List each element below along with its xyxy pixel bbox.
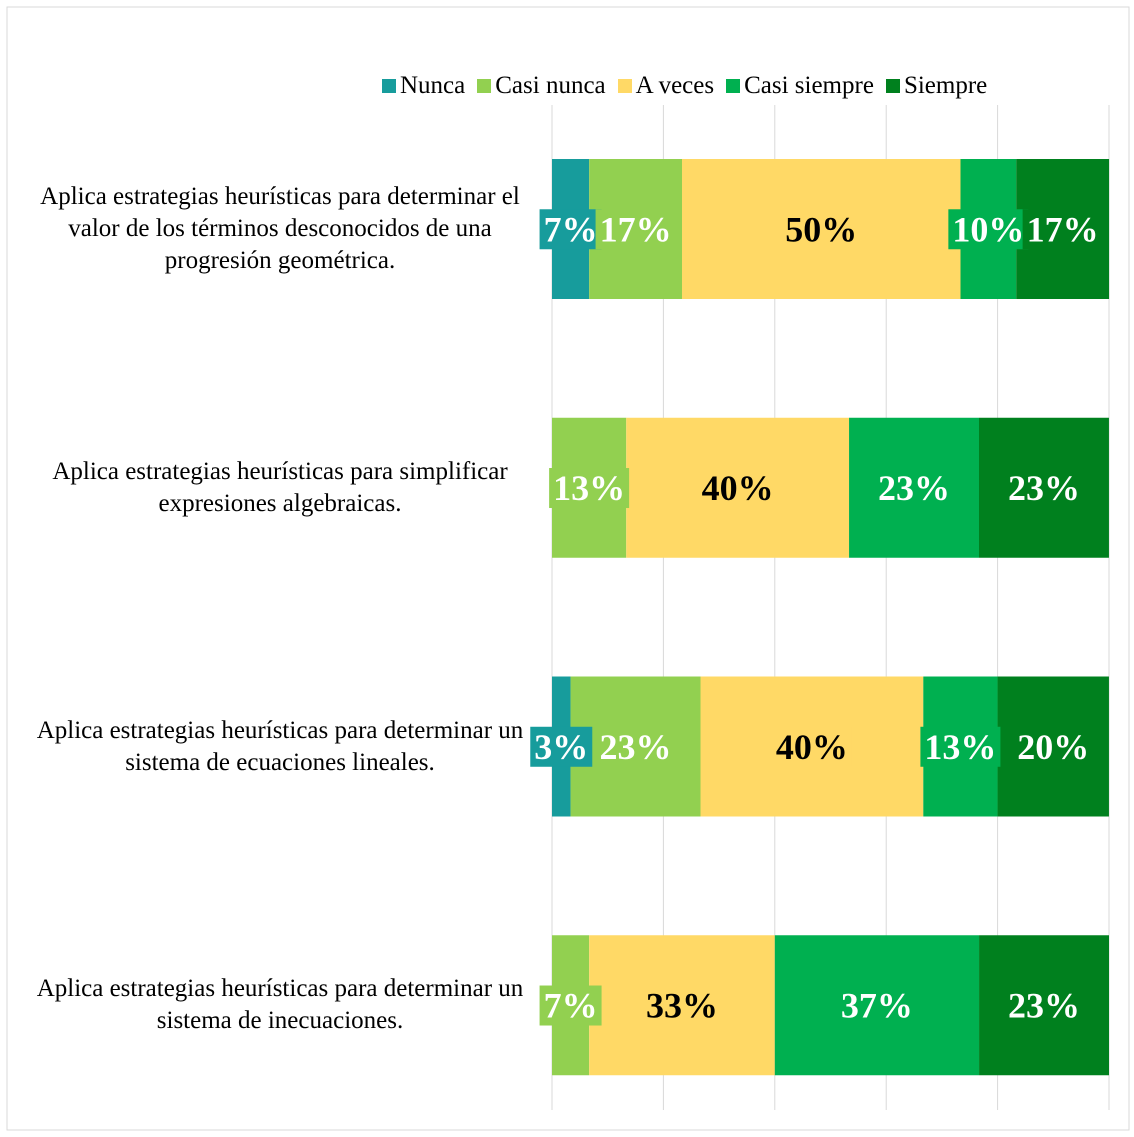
legend-label: Casi nunca [495,72,606,99]
category-label: Aplica estrategias heurísticas para simp… [52,457,508,517]
data-label: 7% [544,986,598,1026]
legend: Nunca Casi nunca A veces Casi siempre Siempr… [382,72,987,100]
legend-label: A veces [635,72,715,99]
data-label-box [920,726,1001,767]
data-label: 13% [924,727,996,767]
data-label: 23% [878,468,950,508]
data-label-box [595,726,676,767]
data-label: 23% [1008,468,1080,508]
legend-swatch [477,79,492,93]
data-label-box [836,985,917,1026]
data-label: 13% [553,468,625,508]
data-label-box [697,468,778,509]
legend-item: Casi nunca [477,72,606,100]
data-label: 20% [1017,727,1089,767]
legend-item: Nunca [382,72,465,100]
legend-label: Nunca [400,72,466,99]
data-label: 17% [600,209,672,249]
data-label-box [781,209,862,250]
data-label: 10% [952,209,1024,249]
legend-swatch [885,79,900,93]
data-label-box [1022,209,1103,250]
category-label: Aplica estrategias heurísticas para dete… [36,716,524,776]
legend-label: Casi siempre [744,72,874,99]
data-label-box [539,209,602,250]
data-label-box [539,985,602,1026]
data-label: 50% [785,209,857,249]
data-label: 23% [600,727,672,767]
legend-swatch [617,79,632,93]
legend-item: Siempre [885,72,988,100]
legend-item: Casi siempre [726,72,874,100]
category-label: Aplica estrategias heurísticas para dete… [36,975,524,1035]
data-label: 33% [646,986,718,1026]
data-label: 40% [702,468,774,508]
data-label-box [1013,726,1094,767]
data-label-box [549,468,630,509]
data-label-box [641,985,722,1026]
data-label: 3% [534,727,588,767]
category-label: Aplica estrategias heurísticas para dete… [40,183,520,274]
legend-label: Siempre [903,72,988,99]
legend-swatch [382,79,396,93]
data-label-box [595,209,676,250]
frame [6,6,1130,1131]
legend-item: A veces [617,72,715,100]
data-label: 17% [1027,209,1099,249]
data-label-box [530,726,593,767]
data-label: 37% [841,986,913,1026]
data-label-box [771,726,852,767]
data-label: 7% [544,209,598,249]
data-label: 23% [1008,986,1080,1026]
legend-swatch [726,79,741,93]
data-label-box [874,468,955,509]
data-label: 40% [776,727,848,767]
data-label-box [1004,985,1085,1026]
data-label-box [1003,468,1084,509]
data-label-box [948,209,1029,250]
